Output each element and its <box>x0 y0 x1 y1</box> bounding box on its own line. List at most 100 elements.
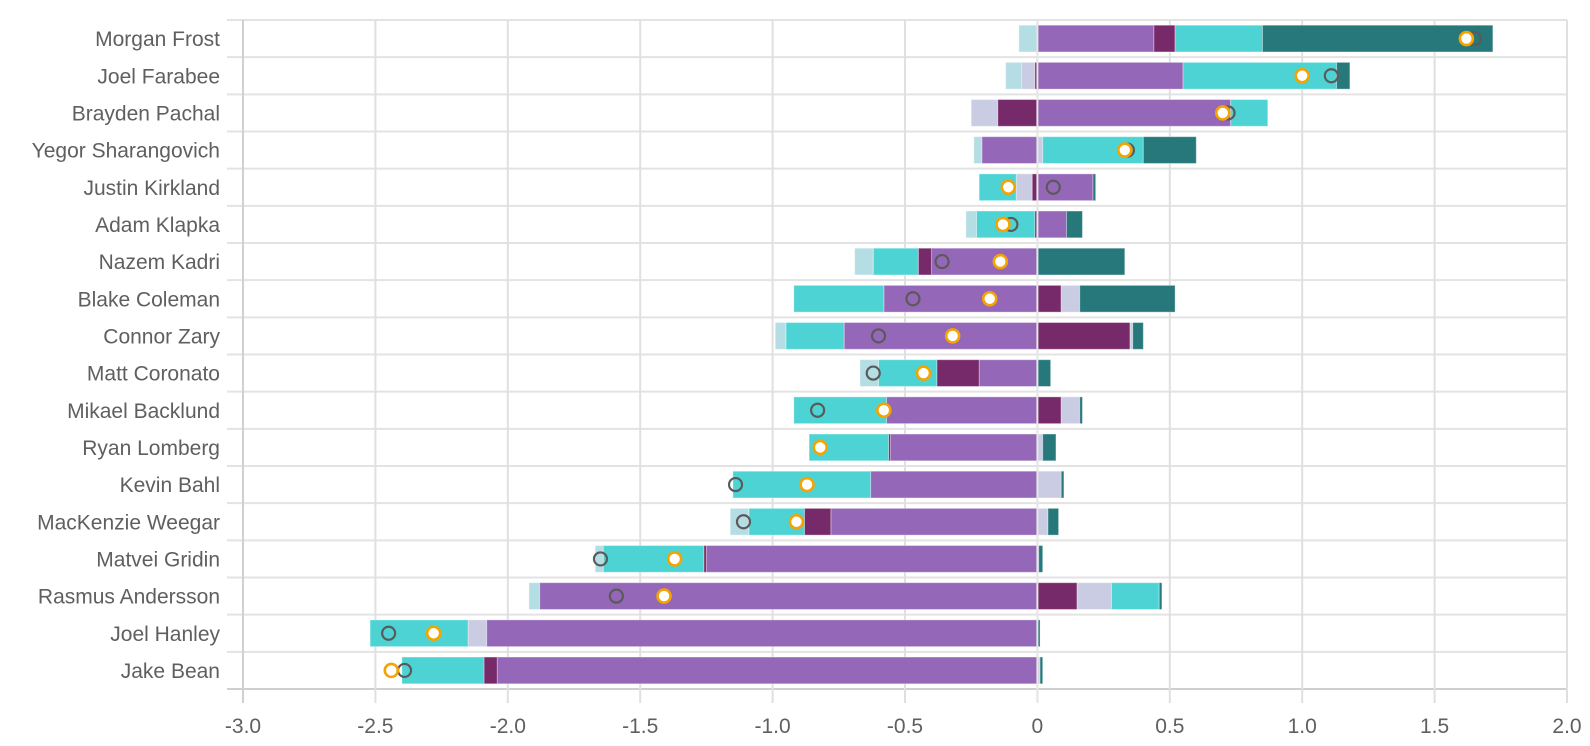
bar-segment-component-6-matt-coronato <box>859 359 880 387</box>
bar-segment-component-3-brayden-pachal <box>970 99 999 127</box>
y-tick-label: Adam Klapka <box>95 214 220 237</box>
gray-marker-blake-coleman <box>905 291 921 307</box>
bar-segment-component-1-matvei-gridin <box>705 545 1038 573</box>
bar-segment-component-1-ryan-lomberg <box>889 433 1038 462</box>
x-tick-label: 1.5 <box>1420 715 1449 738</box>
bar-segment-component-2-matt-coronato <box>936 359 980 387</box>
x-tick-label: 2.0 <box>1552 715 1581 738</box>
y-tick-label: Nazem Kadri <box>99 251 220 274</box>
bar-segment-component-1-kevin-bahl <box>870 470 1038 499</box>
bar-segment-component-1-morgan-frost <box>1036 24 1155 53</box>
bar-segment-component-1-matt-coronato <box>978 359 1038 387</box>
bar-segment-component-5-matt-coronato <box>1036 359 1052 387</box>
bar-segment-component-3-blake-coleman <box>1060 284 1081 313</box>
orange-marker-connor-zary <box>944 328 961 344</box>
bar-segment-component-5-blake-coleman <box>1079 284 1176 313</box>
bar-segment-component-1-adam-klapka <box>1036 210 1068 239</box>
bar-segment-component-1-jake-bean <box>496 656 1038 685</box>
orange-marker-mackenzie-weegar <box>788 513 805 530</box>
gray-marker-mikael-backlund <box>810 402 826 418</box>
bar-segment-component-6-joel-farabee <box>1005 61 1023 90</box>
bar-segment-component-4-joel-farabee <box>1182 61 1338 90</box>
bar-segment-component-4-joel-hanley <box>369 619 469 648</box>
bar-segment-component-3-mikael-backlund <box>1060 396 1081 425</box>
bar-segment-component-5-mackenzie-weegar <box>1047 507 1060 536</box>
y-tick-label: Morgan Frost <box>95 28 220 51</box>
x-tick-label: -1.5 <box>622 715 658 738</box>
y-tick-label: Brayden Pachal <box>72 102 220 125</box>
x-tick-label: 0.5 <box>1155 715 1184 738</box>
bar-segment-component-4-mikael-backlund <box>793 396 887 425</box>
bar-segment-component-4-morgan-frost <box>1174 24 1263 53</box>
bar-segment-component-4-matvei-gridin <box>602 545 705 573</box>
bar-segment-component-5-justin-kirkland <box>1092 173 1097 202</box>
bar-segment-component-1-joel-farabee <box>1036 61 1184 90</box>
y-tick-label: Justin Kirkland <box>83 177 220 200</box>
bar-segment-component-5-kevin-bahl <box>1060 470 1065 499</box>
bar-segment-component-3-mackenzie-weegar <box>1036 507 1049 536</box>
y-axis-labels: Morgan Frost Joel Farabee Brayden Pachal Ye… <box>32 28 221 683</box>
bar-segment-component-6-morgan-frost <box>1018 24 1038 53</box>
bar-segment-component-1-rasmus-andersson <box>539 582 1038 610</box>
orange-marker-ryan-lomberg <box>812 439 829 456</box>
y-tick-label: Connor Zary <box>103 325 220 348</box>
orange-marker-matvei-gridin <box>666 551 683 567</box>
bar-segment-component-2-mikael-backlund <box>1036 396 1062 425</box>
x-tick-label: 1.0 <box>1288 715 1317 738</box>
orange-marker-jake-bean <box>383 662 400 679</box>
bars <box>369 24 1494 685</box>
orange-marker-morgan-frost <box>1458 30 1475 47</box>
bar-segment-component-4-blake-coleman <box>793 284 885 313</box>
gray-marker-mackenzie-weegar <box>735 514 752 530</box>
orange-marker-joel-hanley <box>425 625 442 642</box>
bar-segment-component-4-brayden-pachal <box>1230 99 1269 127</box>
bar-segment-component-3-rasmus-andersson <box>1076 582 1113 610</box>
bar-segment-component-4-rasmus-andersson <box>1111 582 1160 610</box>
bar-segment-component-1-yegor-sharangovich <box>981 136 1038 164</box>
y-tick-label: Yegor Sharangovich <box>32 140 220 163</box>
bar-segment-component-3-connor-zary <box>1129 322 1134 350</box>
x-tick-label: -3.0 <box>225 715 261 738</box>
y-tick-label: Blake Coleman <box>78 288 220 311</box>
bar-segment-component-2-nazem-kadri <box>917 247 932 276</box>
orange-marker-brayden-pachal <box>1214 105 1231 121</box>
bar-segment-component-2-connor-zary <box>1036 322 1131 350</box>
y-tick-label: Jake Bean <box>121 660 220 683</box>
orange-marker-rasmus-andersson <box>656 588 672 604</box>
bar-segment-component-1-nazem-kadri <box>930 247 1038 276</box>
gray-marker-joel-hanley <box>381 625 397 641</box>
bar-segment-component-6-yegor-sharangovich <box>973 136 983 164</box>
bar-segment-component-3-kevin-bahl <box>1036 470 1062 499</box>
orange-marker-matt-coronato <box>915 365 932 381</box>
bar-segment-component-3-joel-hanley <box>467 619 488 648</box>
bar-segment-component-4-nazem-kadri <box>872 247 919 276</box>
y-tick-label: Rasmus Andersson <box>38 586 220 609</box>
bar-segment-component-3-joel-farabee <box>1021 61 1036 90</box>
y-tick-label: Matvei Gridin <box>96 548 220 571</box>
markers <box>381 30 1482 679</box>
bar-segment-component-6-matvei-gridin <box>594 545 604 573</box>
x-tick-label: -2.0 <box>490 715 526 738</box>
x-tick-label: -1.0 <box>755 715 791 738</box>
bar-segment-component-1-mackenzie-weegar <box>830 507 1038 536</box>
bar-segment-component-1-mikael-backlund <box>885 396 1038 425</box>
y-tick-label: Ryan Lomberg <box>82 437 220 460</box>
gray-marker-matt-coronato <box>865 365 881 381</box>
y-tick-label: Joel Farabee <box>97 65 220 88</box>
bar-segment-component-4-connor-zary <box>785 322 845 350</box>
gray-marker-kevin-bahl <box>727 476 744 493</box>
bar-segment-component-2-rasmus-andersson <box>1036 582 1078 610</box>
bar-segment-component-6-adam-klapka <box>965 210 977 239</box>
gray-marker-connor-zary <box>870 328 887 344</box>
bar-segment-component-6-rasmus-andersson <box>528 582 541 610</box>
gray-marker-joel-farabee <box>1323 68 1339 84</box>
bar-segment-component-5-yegor-sharangovich <box>1142 136 1197 164</box>
x-tick-label: -2.5 <box>357 715 393 738</box>
bar-segment-component-2-mackenzie-weegar <box>803 507 832 536</box>
bar-segment-component-6-mackenzie-weegar <box>729 507 750 536</box>
bar-segment-component-5-jake-bean <box>1039 656 1044 685</box>
orange-marker-joel-farabee <box>1294 67 1310 84</box>
bar-segment-component-2-brayden-pachal <box>997 99 1038 127</box>
bar-segment-component-5-connor-zary <box>1132 322 1144 350</box>
